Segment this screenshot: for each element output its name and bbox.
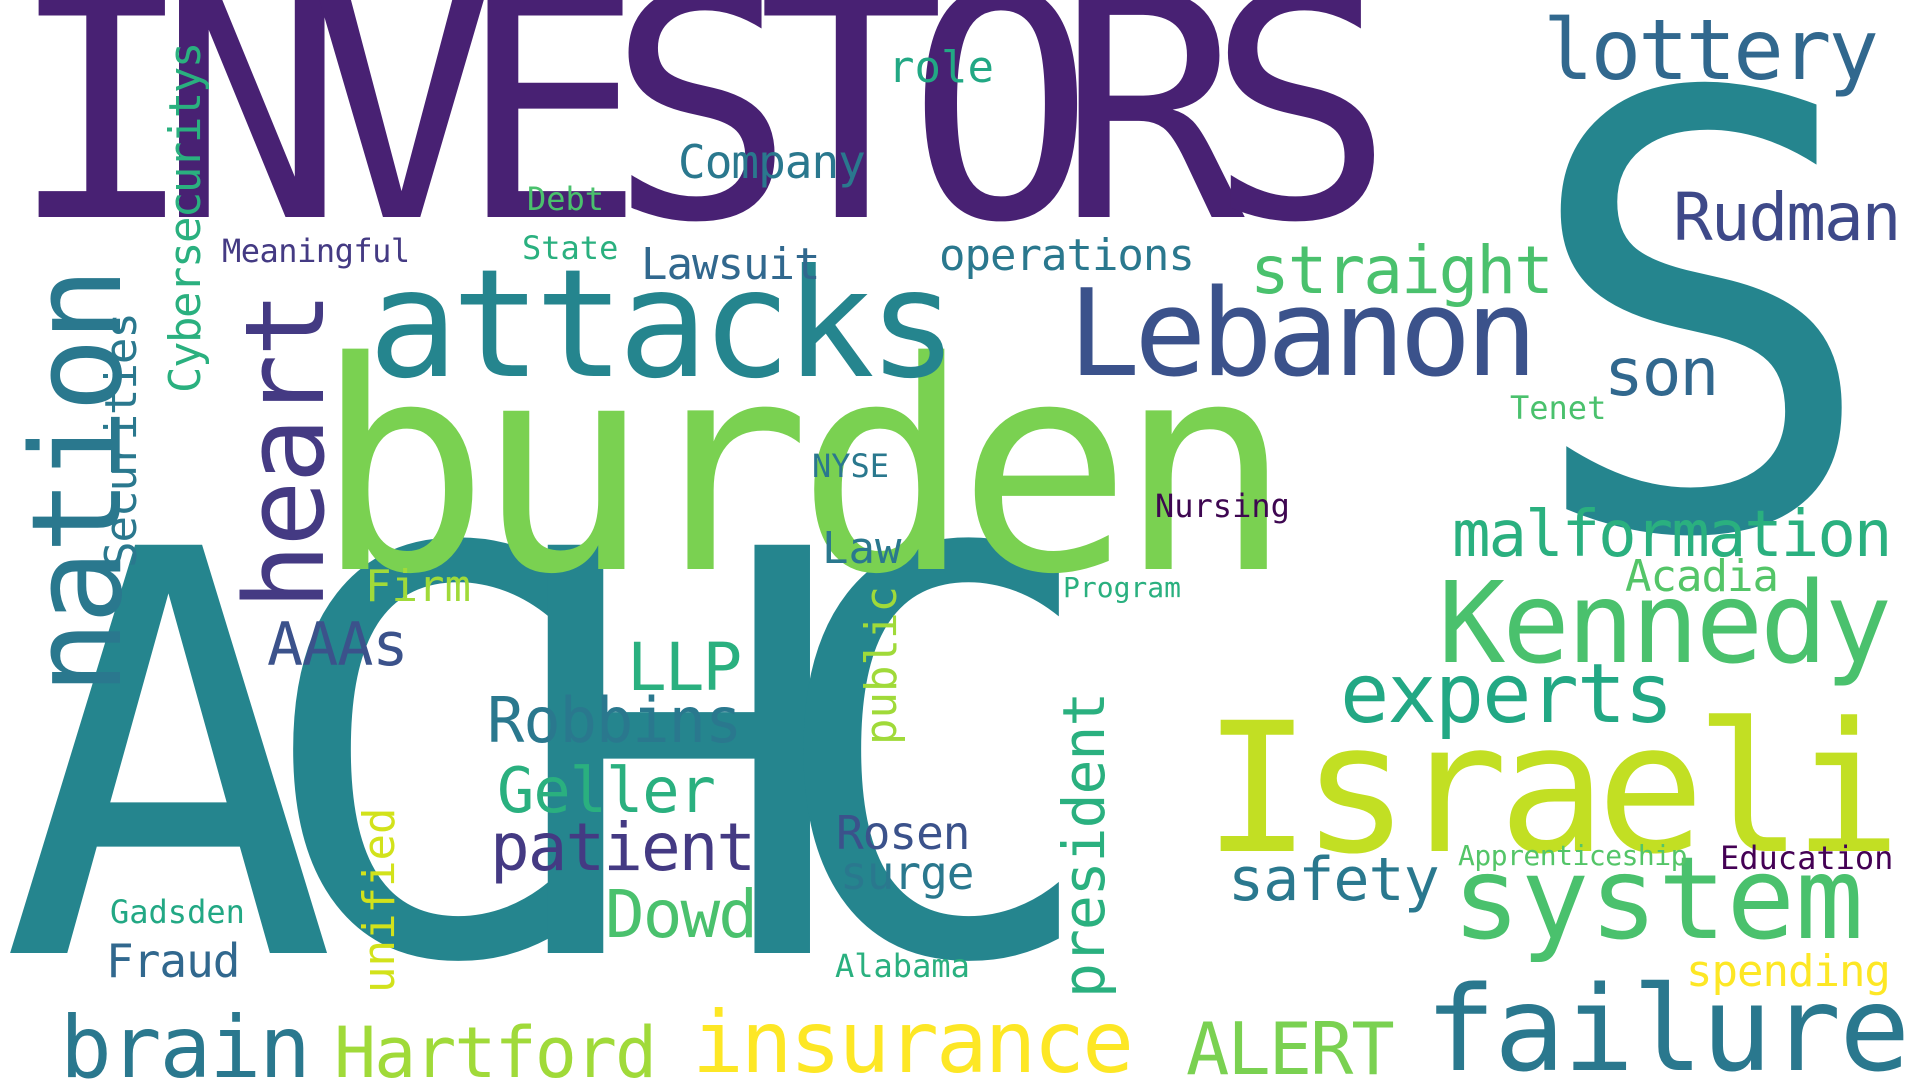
word-operations: operations [939,230,1195,281]
word-public: public [856,586,907,745]
word-lawsuit: Lawsuit [641,239,820,290]
word-system: system [1452,832,1864,965]
word-malformation: malformation [1452,498,1892,572]
word-kennedy: Kennedy [1438,559,1892,689]
word-burden: burden [315,301,1293,638]
word-securities: Securities [96,313,147,568]
word-lebanon: Lebanon [1068,265,1538,404]
word-nursing: Nursing [1155,487,1290,525]
word-safety: safety [1228,845,1440,915]
word-surge: surge [840,846,974,900]
word-brain: brain [60,998,311,1080]
word-debt: Debt [527,180,605,218]
word-alert: ALERT [1186,1007,1395,1080]
word-investors: INVESTORS [8,0,1395,291]
word-israeli: Israeli [1203,685,1902,894]
word-meaningful: Meaningful [222,232,410,270]
word-patient: patient [490,809,756,886]
word-fraud: Fraud [106,934,240,988]
word-experts: experts [1340,647,1674,742]
word-state: State [522,229,619,267]
word-llp: LLP [627,629,742,706]
word-rosen: Rosen [836,806,970,860]
word-tenet: Tenet [1510,389,1607,427]
word-gadsden: Gadsden [110,893,245,931]
word-aaas: AAAs [267,610,408,680]
word-role: role [888,42,994,93]
word-dowd: Dowd [605,876,758,953]
word-insurance: insurance [692,993,1134,1080]
word-spending: spending [1686,946,1891,997]
word-lottery: lottery [1543,1,1879,99]
word-hartford: Hartford [334,1012,657,1080]
word-nyse: NYSE [812,447,890,485]
word-failure: failure [1425,960,1910,1080]
word-apprenticeship: Apprenticeship [1458,839,1688,872]
word-geller: Geller [497,754,716,827]
word-heart: heart [221,293,349,610]
word-law: Law [822,523,902,574]
word-achc: ACHC [0,434,1103,1080]
word-robbins: Robbins [487,684,742,757]
word-company: Company [678,135,866,189]
word-attacks: attacks [368,238,958,412]
word-unified: unified [354,807,405,993]
word-alabama: Alabama [835,947,970,985]
word-education: Education [1720,839,1894,877]
word-cybersecuritys: Cybersecuritys [160,43,211,393]
word-president: president [1050,692,1118,998]
word-rudman: Rudman [1673,179,1901,256]
word-son: son [1604,334,1719,411]
word-straight: straight [1250,232,1554,309]
word-acadia: Acadia [1625,551,1779,602]
word-firm: Firm [365,561,471,612]
word-s: S [1520,0,1882,669]
word-program: Program [1063,571,1182,604]
